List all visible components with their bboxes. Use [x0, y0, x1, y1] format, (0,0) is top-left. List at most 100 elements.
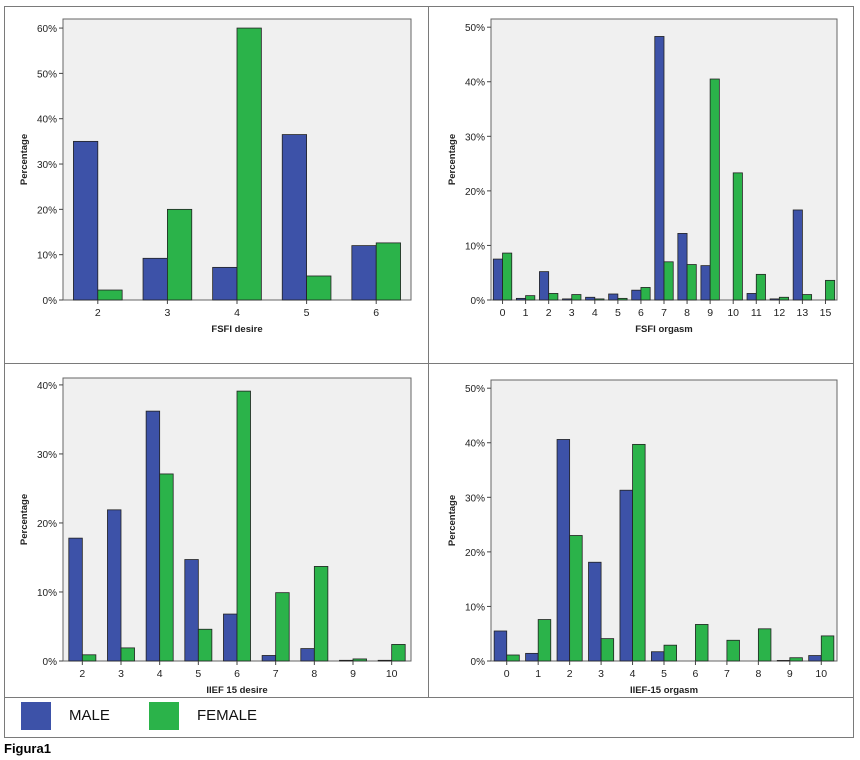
x-tick-label: 5 [195, 668, 201, 680]
y-tick-label: 0% [471, 296, 486, 307]
chart-iief15-orgasm: 0% 10% 20% 30% 40% 50% Percentage 0 1 2 3 4 5 6 7 8 9 10 I… [447, 379, 838, 696]
bar-male-11 [746, 293, 757, 301]
x-tick-label: 7 [661, 307, 667, 319]
y-axis-label: Percentage [19, 494, 30, 545]
y-tick-label: 10% [465, 241, 485, 252]
bar-female-9 [789, 657, 803, 662]
bar-male-0 [492, 258, 503, 301]
bar-male-5 [651, 651, 665, 662]
bar-male-9 [776, 660, 791, 662]
x-tick-label: 1 [523, 307, 529, 319]
bar-female-3 [571, 294, 582, 301]
x-tick-label: 1 [535, 668, 541, 680]
x-tick-label: 8 [684, 307, 690, 319]
x-tick-label: 0 [504, 668, 510, 680]
bar-male-4 [145, 410, 161, 662]
bar-male-8 [677, 233, 688, 301]
y-tick-label: 20% [465, 187, 485, 198]
bar-female-8 [313, 566, 329, 662]
bar-female-10 [732, 172, 743, 301]
x-axis-label: FSFI orgasm [635, 324, 693, 335]
x-tick-label: 9 [350, 668, 356, 680]
x-tick-label: 4 [592, 307, 598, 319]
bar-female-5 [197, 628, 213, 662]
y-tick-label: 20% [465, 548, 485, 559]
bar-female-6 [695, 624, 709, 662]
y-tick-label: 50% [465, 23, 485, 34]
bar-female-5 [617, 297, 628, 301]
bar-male-12 [769, 298, 780, 301]
bar-female-9 [352, 658, 367, 662]
x-tick-label: 3 [569, 307, 575, 319]
bar-male-3 [142, 257, 168, 301]
y-axis-label: Percentage [447, 134, 458, 185]
bar-female-3 [120, 647, 135, 662]
y-axis-label: Percentage [19, 134, 30, 185]
bar-female-4 [159, 473, 174, 662]
bar-male-4 [212, 266, 238, 301]
x-tick-label: 12 [773, 307, 785, 319]
bar-female-0 [506, 654, 520, 662]
bar-female-2 [569, 535, 583, 662]
y-tick-label: 30% [465, 493, 485, 504]
bar-male-2 [556, 439, 571, 662]
legend-female-label: FEMALE [197, 707, 258, 724]
y-tick-label: 30% [465, 132, 485, 143]
bar-male-8 [300, 648, 315, 662]
bar-female-0 [502, 252, 513, 301]
x-tick-label: 10 [727, 307, 739, 319]
panel-divider-horizontal [5, 363, 853, 364]
y-tick-label: 20% [37, 205, 57, 216]
bar-male-3 [588, 561, 602, 662]
x-tick-label: 13 [797, 307, 809, 319]
y-tick-label: 50% [465, 384, 485, 395]
bar-female-11 [755, 273, 766, 301]
x-tick-label: 3 [598, 668, 604, 680]
bar-male-9 [700, 265, 711, 301]
bar-female-10 [820, 635, 835, 662]
bar-female-1 [537, 619, 552, 662]
bar-female-3 [166, 208, 193, 301]
x-tick-label: 7 [273, 668, 279, 680]
bar-female-3 [600, 638, 615, 662]
bar-male-3 [107, 509, 122, 662]
figure-caption: Figura1 [4, 741, 51, 756]
bar-female-1 [525, 295, 536, 301]
legend-female-swatch [149, 702, 179, 730]
x-tick-label: 6 [373, 307, 379, 319]
bar-male-5 [184, 559, 199, 662]
x-tick-label: 4 [157, 668, 163, 680]
figure-frame: 0% 10% 20% 30% 40% 50% 60% Percentage 2 3 4 5 6 FSFI … [4, 6, 854, 738]
bar-female-15 [825, 279, 836, 301]
x-tick-label: 5 [661, 668, 667, 680]
y-tick-label: 60% [37, 24, 57, 35]
x-tick-label: 10 [815, 668, 827, 680]
x-tick-label: 6 [693, 668, 699, 680]
bar-male-1 [515, 297, 527, 301]
bar-male-5 [608, 293, 619, 301]
bar-female-13 [801, 294, 813, 301]
plot-area [490, 379, 838, 662]
x-tick-label: 5 [615, 307, 621, 319]
bar-female-9 [709, 78, 720, 301]
bar-male-6 [223, 613, 238, 662]
legend-divider [5, 697, 853, 698]
bar-female-2 [548, 293, 559, 301]
bar-male-4 [619, 489, 633, 662]
bar-female-6 [640, 287, 651, 301]
bar-female-6 [375, 242, 401, 301]
y-tick-label: 30% [37, 450, 57, 461]
bar-male-6 [631, 289, 642, 301]
bar-female-8 [686, 264, 697, 301]
x-tick-label: 8 [311, 668, 317, 680]
legend-male-swatch [21, 702, 51, 730]
bar-male-2 [539, 271, 550, 301]
bar-male-4 [585, 296, 596, 301]
x-axis-label: IIEF 15 desire [206, 685, 267, 696]
x-tick-label: 5 [304, 307, 310, 319]
x-axis-label: FSFI desire [211, 324, 262, 335]
bar-female-4 [632, 443, 646, 662]
bar-female-8 [757, 628, 772, 662]
x-tick-label: 9 [707, 307, 713, 319]
bar-female-2 [81, 654, 97, 662]
